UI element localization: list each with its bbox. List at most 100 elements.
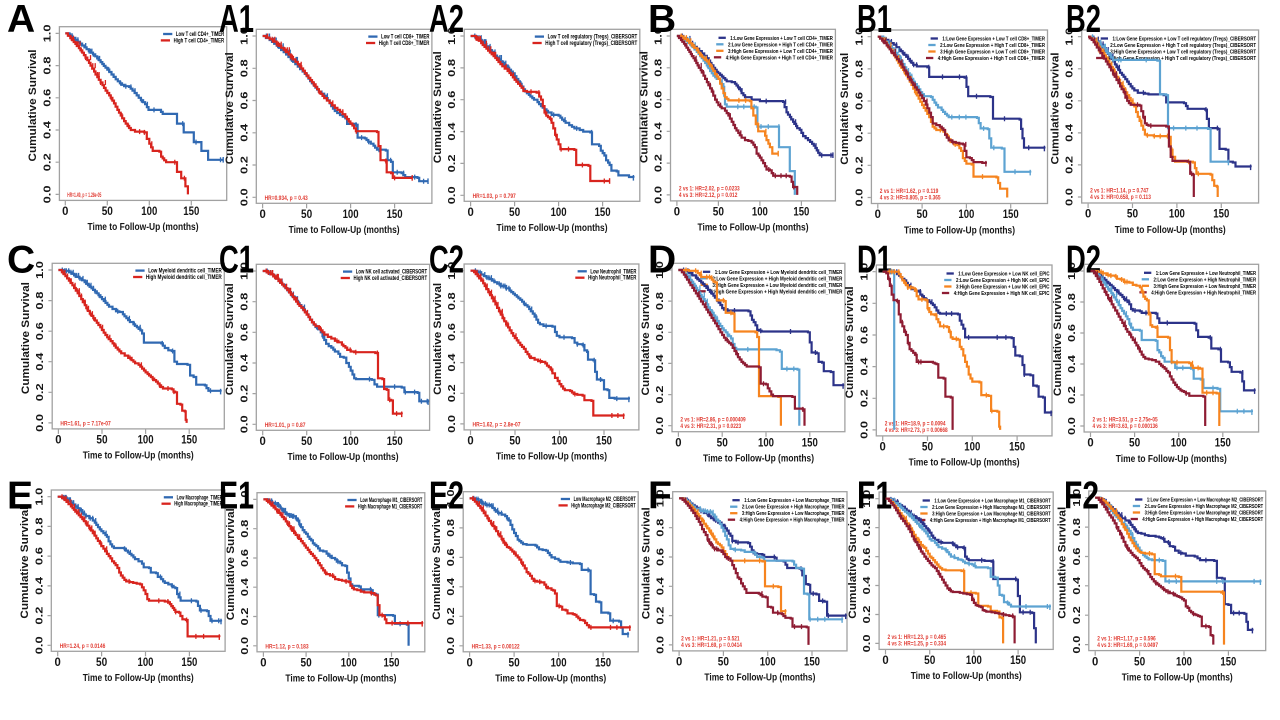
svg-text:0.2: 0.2 — [654, 153, 665, 172]
svg-text:2:Low Gene Expression + High T: 2:Low Gene Expression + High T cell CD4+… — [728, 42, 833, 48]
svg-text:4:High Gene Expression + High: 4:High Gene Expression + High Myeloid de… — [710, 289, 842, 295]
svg-text:50: 50 — [509, 205, 520, 219]
svg-text:Time to Follow-Up (months): Time to Follow-Up (months) — [496, 452, 607, 463]
svg-text:0: 0 — [882, 653, 889, 667]
svg-text:150: 150 — [595, 205, 611, 219]
svg-text:4:High Gene Expression + High: 4:High Gene Expression + High Macrophage… — [930, 518, 1051, 524]
svg-text:Cumulative Survival: Cumulative Survival — [1052, 284, 1064, 396]
svg-text:1.0: 1.0 — [859, 262, 870, 281]
svg-text:D: D — [648, 239, 676, 282]
svg-text:0: 0 — [55, 655, 62, 669]
svg-text:Low NK cell activated_CIBERSOR: Low NK cell activated_CIBERSORT — [356, 270, 428, 276]
svg-text:0.0: 0.0 — [1065, 187, 1076, 206]
svg-text:0.2: 0.2 — [447, 154, 458, 173]
svg-text:0.2: 0.2 — [656, 606, 667, 625]
svg-text:F1: F1 — [857, 475, 892, 518]
svg-text:Low T cell CD4+_TIMER: Low T cell CD4+_TIMER — [176, 32, 225, 38]
svg-text:0.8: 0.8 — [655, 291, 666, 310]
svg-text:0.4: 0.4 — [34, 576, 45, 595]
svg-text:0.2: 0.2 — [862, 605, 873, 624]
svg-text:Time to Follow-Up (months): Time to Follow-Up (months) — [911, 671, 1022, 682]
svg-text:0.6: 0.6 — [655, 323, 666, 342]
svg-text:150: 150 — [1213, 207, 1229, 221]
svg-text:Time to Follow-Up (months): Time to Follow-Up (months) — [288, 452, 399, 463]
svg-text:2:Low Gene Expression + High M: 2:Low Gene Expression + High Macrophage_… — [742, 505, 845, 511]
svg-text:Time to Follow-Up (months): Time to Follow-Up (months) — [495, 674, 606, 685]
svg-text:Time to Follow-Up (months): Time to Follow-Up (months) — [1115, 225, 1226, 236]
svg-text:0.6: 0.6 — [239, 91, 250, 110]
svg-text:2 vs 1: HR=2.86, p = 0.000409: 2 vs 1: HR=2.86, p = 0.000409 — [680, 416, 746, 423]
svg-text:100: 100 — [1176, 654, 1192, 668]
svg-text:0.8: 0.8 — [42, 56, 53, 75]
svg-text:Low Macrophage M2_CIBERSORT: Low Macrophage M2_CIBERSORT — [574, 497, 636, 503]
svg-text:High Macrophage M1_CIBERSORT: High Macrophage M1_CIBERSORT — [358, 504, 423, 510]
svg-text:1.0: 1.0 — [654, 26, 665, 45]
svg-text:C2: C2 — [429, 239, 464, 282]
svg-text:100: 100 — [760, 655, 776, 669]
svg-text:2 vs 1: HR=18.9, p = 0.0094: 2 vs 1: HR=18.9, p = 0.0094 — [885, 421, 946, 428]
svg-text:1:Low Gene Expression + Low Ma: 1:Low Gene Expression + Low Macrophage_T… — [744, 498, 844, 504]
svg-text:3:High Gene Expression + Low T: 3:High Gene Expression + Low T cell regu… — [1110, 50, 1256, 56]
svg-text:0.4: 0.4 — [656, 577, 667, 596]
svg-text:0.0: 0.0 — [1072, 635, 1083, 654]
svg-text:0: 0 — [676, 655, 683, 669]
svg-text:0: 0 — [467, 434, 474, 448]
svg-text:50: 50 — [301, 656, 312, 670]
svg-text:150: 150 — [596, 434, 612, 448]
svg-text:50: 50 — [1127, 207, 1138, 221]
svg-text:150: 150 — [804, 655, 820, 669]
svg-text:Low Macrophage M1_CIBERSORT: Low Macrophage M1_CIBERSORT — [360, 498, 422, 504]
svg-text:4:High Gene Expression + High: 4:High Gene Expression + High Neutrophil… — [1151, 290, 1256, 296]
svg-text:0.6: 0.6 — [654, 90, 665, 109]
svg-text:0.0: 0.0 — [655, 416, 666, 435]
svg-text:0.6: 0.6 — [1065, 91, 1076, 110]
svg-text:1.0: 1.0 — [239, 261, 250, 280]
svg-text:3:High Gene Expression + Low N: 3:High Gene Expression + Low Neutrophil_… — [1154, 284, 1257, 290]
svg-text:2:Low Gene Expression + High M: 2:Low Gene Expression + High Macrophage … — [1145, 504, 1264, 510]
svg-text:HR=1.24, p = 0.0146: HR=1.24, p = 0.0146 — [60, 643, 106, 650]
svg-text:0.2: 0.2 — [446, 607, 457, 626]
svg-text:0.0: 0.0 — [859, 420, 870, 439]
svg-text:0.4: 0.4 — [42, 120, 53, 139]
svg-text:0: 0 — [55, 433, 62, 447]
svg-text:50: 50 — [924, 653, 935, 667]
svg-text:1.0: 1.0 — [35, 260, 46, 279]
svg-text:50: 50 — [301, 434, 312, 448]
svg-text:HR=1.03, p = 0.797: HR=1.03, p = 0.797 — [473, 193, 517, 200]
svg-text:0.8: 0.8 — [862, 518, 873, 537]
svg-text:Cumulative Survival: Cumulative Survival — [27, 50, 39, 162]
svg-text:150: 150 — [387, 434, 403, 448]
svg-text:Time to Follow-Up (months): Time to Follow-Up (months) — [909, 458, 1020, 469]
svg-text:0.2: 0.2 — [240, 607, 251, 626]
svg-text:HR=1.61, p = 7.17e-07: HR=1.61, p = 7.17e-07 — [60, 421, 111, 428]
svg-text:1:Low Gene Expression + Low Ma: 1:Low Gene Expression + Low Macrophage M… — [1147, 498, 1264, 504]
svg-text:0.0: 0.0 — [34, 636, 45, 655]
svg-text:0: 0 — [1085, 207, 1092, 221]
svg-text:3:High Gene Expression + Low T: 3:High Gene Expression + Low T cell CD8+… — [940, 50, 1045, 56]
svg-text:100: 100 — [552, 434, 568, 448]
svg-text:4 vs 3: HR=1.69, p = 0.0497: 4 vs 3: HR=1.69, p = 0.0497 — [1097, 642, 1158, 649]
svg-text:HR=1.12, p = 0.183: HR=1.12, p = 0.183 — [265, 643, 309, 650]
svg-text:2 vs 1: HR=1.21, p = 0.521: 2 vs 1: HR=1.21, p = 0.521 — [681, 636, 740, 643]
svg-text:Time to Follow-Up (months): Time to Follow-Up (months) — [83, 673, 194, 684]
svg-text:0: 0 — [260, 656, 267, 670]
svg-text:0.8: 0.8 — [1065, 59, 1076, 78]
svg-text:Low Macrophage_TIMER: Low Macrophage_TIMER — [177, 495, 223, 501]
svg-text:F: F — [648, 475, 672, 518]
svg-text:0.6: 0.6 — [854, 91, 865, 110]
svg-text:Low T cell CD8+_TIMER: Low T cell CD8+_TIMER — [381, 35, 430, 41]
svg-text:100: 100 — [964, 440, 980, 454]
svg-text:100: 100 — [341, 656, 357, 670]
svg-text:0.0: 0.0 — [240, 636, 251, 655]
svg-text:0.2: 0.2 — [239, 384, 250, 403]
svg-text:1.0: 1.0 — [446, 489, 457, 508]
svg-text:0.8: 0.8 — [1067, 292, 1078, 311]
svg-text:0.4: 0.4 — [240, 577, 251, 596]
svg-text:4:High Gene Expression + High: 4:High Gene Expression + High T cell CD8… — [938, 56, 1045, 62]
svg-text:1.0: 1.0 — [1072, 488, 1083, 507]
svg-text:Cumulative Survival: Cumulative Survival — [1057, 507, 1069, 619]
svg-text:0.0: 0.0 — [447, 414, 458, 433]
svg-text:0.6: 0.6 — [1067, 323, 1078, 342]
svg-text:A: A — [7, 0, 35, 41]
svg-text:B: B — [648, 0, 676, 41]
